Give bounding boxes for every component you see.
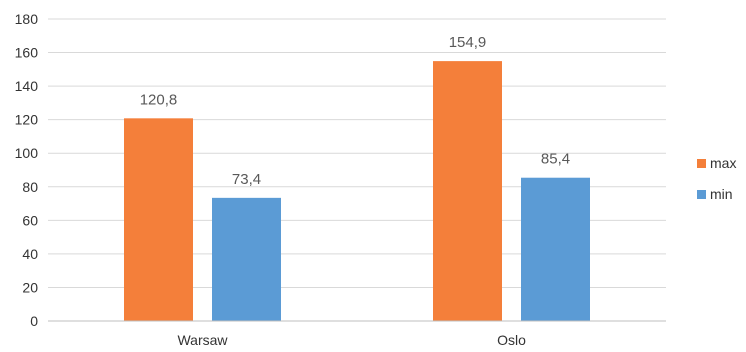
legend: max min [697, 155, 736, 202]
y-axis: 0 20 40 60 80 100 120 140 160 180 [15, 11, 39, 329]
y-tick-label: 20 [22, 279, 38, 295]
legend-label-max: max [710, 155, 736, 171]
data-labels: 120,8 73,4 154,9 85,4 [140, 34, 570, 188]
bar-max-oslo [433, 61, 502, 322]
legend-swatch-min [697, 190, 706, 199]
y-tick-label: 80 [22, 179, 38, 195]
data-label-min-oslo: 85,4 [541, 151, 570, 168]
category-label: Oslo [497, 332, 526, 348]
data-label-min-warsaw: 73,4 [232, 171, 261, 188]
y-tick-label: 0 [30, 313, 38, 329]
y-tick-label: 40 [22, 246, 38, 262]
y-tick-label: 60 [22, 212, 38, 228]
legend-swatch-max [697, 159, 706, 168]
y-tick-label: 160 [15, 45, 39, 61]
y-tick-label: 180 [15, 11, 39, 27]
data-label-max-oslo: 154,9 [449, 34, 487, 51]
bar-min-oslo [521, 177, 590, 321]
bar-min-warsaw [212, 197, 281, 321]
bar-max-warsaw [124, 118, 193, 321]
legend-label-min: min [710, 186, 733, 202]
x-axis: Warsaw Oslo [48, 320, 666, 348]
data-label-max-warsaw: 120,8 [140, 91, 178, 108]
category-label: Warsaw [177, 332, 228, 348]
y-tick-label: 140 [15, 78, 39, 94]
y-tick-label: 100 [15, 145, 39, 161]
y-tick-label: 120 [15, 112, 39, 128]
bars [124, 61, 590, 322]
